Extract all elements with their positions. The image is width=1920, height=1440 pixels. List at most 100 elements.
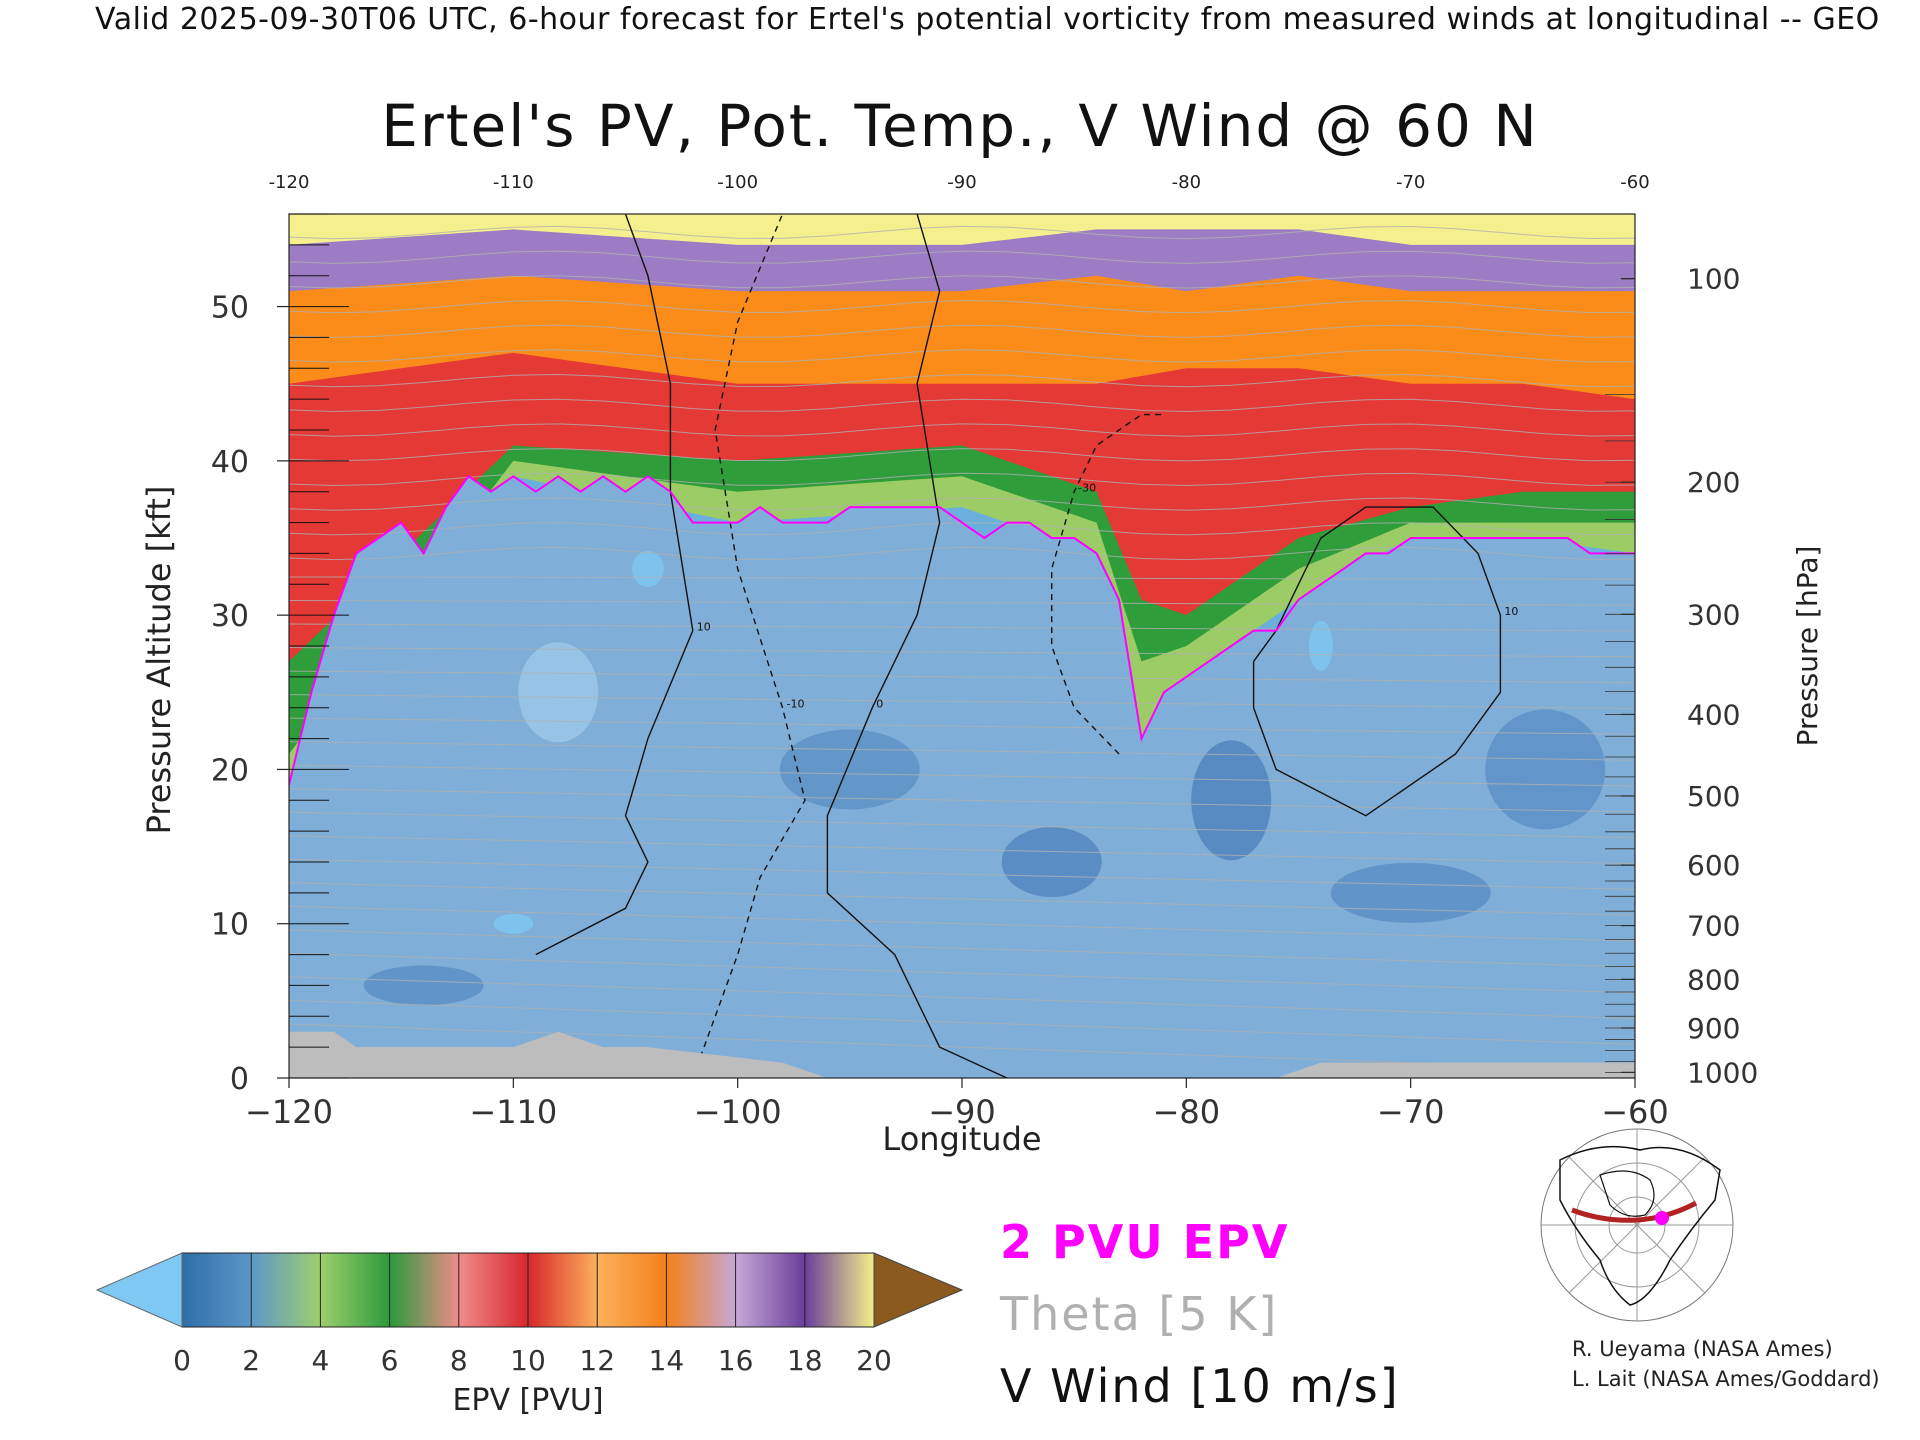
valid-time-header: Valid 2025-09-30T06 UTC, 6-hour forecast…	[95, 2, 1880, 37]
colorbar-tick-label: 20	[856, 1344, 892, 1377]
colorbar-cell	[666, 1253, 737, 1327]
pressure-tick-label: 1000	[1687, 1056, 1758, 1089]
legend-theta: Theta [5 K]	[999, 1287, 1278, 1341]
colorbar-tick-label: 6	[381, 1344, 399, 1377]
pressure-tick-label: 200	[1687, 466, 1740, 499]
colorbar-tick-labels: 0 2 4 6 8 10 12 14 16 18 20	[173, 1344, 892, 1377]
theta-contour	[289, 423, 1635, 437]
colorbar: 0 2 4 6 8 10 12 14 16 18 20 EPV [PVU]	[95, 1252, 964, 1418]
pressure-tick-label: 800	[1687, 963, 1740, 996]
chart-title: Ertel's PV, Pot. Temp., V Wind @ 60 N	[381, 92, 1539, 160]
x-top-tick-label: -120	[269, 172, 310, 193]
pressure-tick-label: 500	[1687, 780, 1740, 813]
x-top-tick-label: -80	[1172, 172, 1201, 193]
v-wind-contour	[1252, 506, 1502, 817]
x-tick-label: −70	[1377, 1093, 1445, 1131]
pv-patch	[631, 550, 664, 587]
colorbar-cell	[804, 1253, 875, 1327]
theta-contour	[289, 929, 1635, 968]
theta-contour	[289, 717, 1635, 735]
theta-contour	[289, 788, 1635, 813]
colorbar-cells	[181, 1252, 875, 1328]
theta-contour	[289, 373, 1635, 388]
theta-contour	[289, 275, 1635, 289]
theta-contour	[289, 670, 1635, 684]
y-tick-label: 10	[211, 908, 249, 943]
theta-contour	[289, 299, 1635, 314]
legend-2pvu: 2 PVU EPV	[1000, 1215, 1289, 1269]
colorbar-over-arrow	[873, 1252, 964, 1328]
y-tick-label: 30	[211, 599, 249, 634]
colorbar-tick-label: 0	[173, 1344, 191, 1377]
credit-line-2: L. Lait (NASA Ames/Goddard)	[1572, 1367, 1880, 1391]
left-axis: 0 10 20 30 40 50	[211, 213, 349, 1097]
theta-contour	[289, 349, 1635, 363]
v-wind-contour-label: 10	[1504, 605, 1518, 618]
x-tick-label: −120	[245, 1093, 333, 1131]
legend-vwind: V Wind [10 m/s]	[1000, 1359, 1400, 1413]
terrain-fill	[289, 1031, 1635, 1078]
theta-contour	[289, 497, 1635, 511]
theta-contour	[289, 1000, 1635, 1045]
x-tick-label: −110	[469, 1093, 557, 1131]
theta-contours	[289, 225, 1635, 1071]
theta-contour	[289, 250, 1635, 264]
x-top-tick-label: -100	[717, 172, 758, 193]
v-wind-contour-label: 10	[697, 621, 711, 634]
colorbar-tick-label: 18	[787, 1344, 823, 1377]
pressure-tick-label: 600	[1687, 849, 1740, 882]
x-top-tick-label: -70	[1396, 172, 1425, 193]
pv-patch	[1330, 862, 1491, 923]
theta-contour	[289, 858, 1635, 890]
colorbar-cell	[251, 1253, 321, 1327]
credits: R. Ueyama (NASA Ames) L. Lait (NASA Ames…	[1572, 1334, 1880, 1394]
theta-contour	[289, 398, 1635, 413]
plot-area: -10 10 0 -30 10	[289, 214, 1635, 1078]
theta-contour	[289, 576, 1635, 580]
x-axis-title: Longitude	[882, 1120, 1041, 1158]
colorbar-label: EPV [PVU]	[452, 1383, 603, 1418]
x-top-tick-label: -90	[947, 172, 976, 193]
pv-patch	[518, 642, 599, 743]
bottom-axis: −120 −110 −100 −90 −80 −70 −60	[245, 1078, 1669, 1131]
theta-contour	[289, 764, 1635, 787]
y2-axis-title: Pressure [hPa]	[1791, 546, 1824, 747]
colorbar-tick-label: 2	[242, 1344, 260, 1377]
colorbar-tick-label: 12	[579, 1344, 615, 1377]
x-tick-label: −90	[928, 1093, 996, 1131]
pressure-tick-label: 400	[1687, 698, 1740, 731]
colorbar-tick-label: 10	[510, 1344, 546, 1377]
tropopause-line	[289, 474, 1635, 786]
y-tick-label: 0	[230, 1062, 249, 1097]
surface-terrain	[289, 1031, 1635, 1078]
pv-patch	[493, 913, 534, 934]
y-axis-title: Pressure Altitude [kft]	[140, 486, 178, 835]
colorbar-cell	[735, 1253, 806, 1327]
x-tick-label: −80	[1153, 1093, 1221, 1131]
y-tick-label: 20	[211, 753, 249, 788]
v-wind-contours: -10 10 0 -30 10	[535, 214, 1518, 1078]
pressure-tick-label: 700	[1687, 910, 1740, 943]
theta-contour	[289, 741, 1635, 761]
colorbar-cell	[597, 1253, 667, 1327]
colorbar-cell	[320, 1253, 391, 1327]
colorbar-tick-label: 4	[311, 1344, 329, 1377]
v-wind-contour	[1051, 413, 1164, 755]
theta-contour	[289, 225, 1635, 240]
pv-patch	[1001, 827, 1102, 897]
top-axis: -120 -110 -100 -90 -80 -70 -60	[269, 172, 1650, 193]
colorbar-tick-label: 8	[450, 1344, 468, 1377]
y-tick-label: 40	[211, 445, 249, 480]
pressure-tick-label: 100	[1687, 263, 1740, 296]
theta-contour	[289, 448, 1635, 462]
theta-contour	[289, 905, 1635, 942]
theta-contour	[289, 811, 1635, 839]
colorbar-cell	[182, 1253, 252, 1327]
theta-contour	[289, 472, 1635, 487]
pressure-tick-label: 300	[1687, 598, 1740, 631]
pv-patch	[1191, 740, 1272, 861]
colorbar-cell	[389, 1253, 460, 1327]
pv-patch	[1308, 621, 1333, 671]
credit-line-1: R. Ueyama (NASA Ames)	[1572, 1337, 1833, 1361]
